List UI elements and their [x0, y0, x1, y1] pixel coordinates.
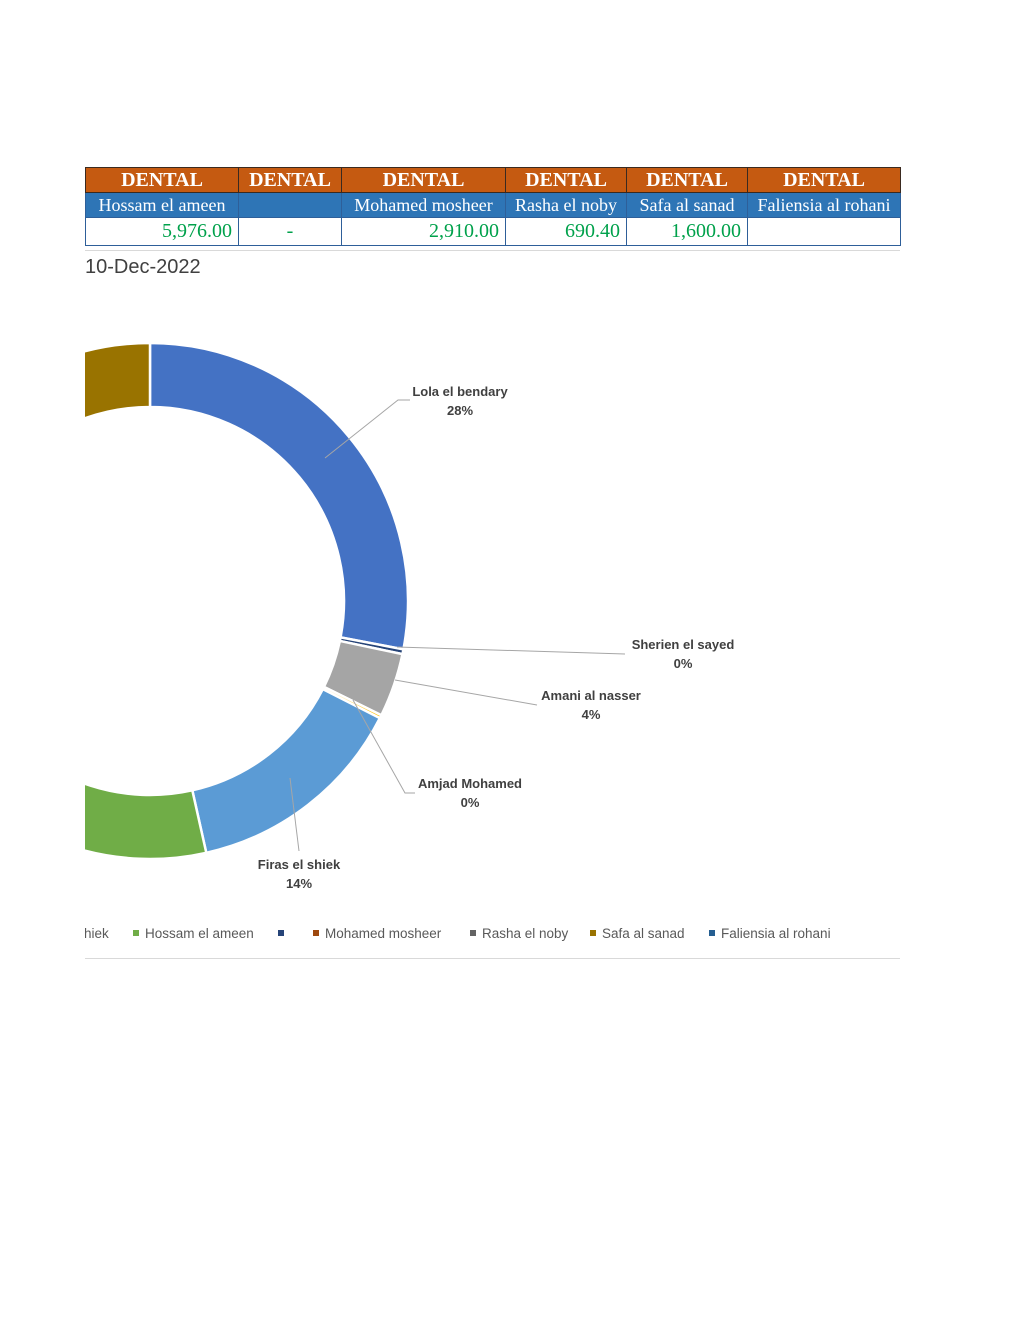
table-names-row: Hossam el ameen Mohamed mosheer Rasha el…	[85, 192, 901, 218]
legend-swatch	[278, 930, 284, 937]
summary-table: DENTAL DENTAL DENTAL DENTAL DENTAL DENTA…	[85, 167, 901, 246]
slice-safa-al-sanad[interactable]	[85, 341, 152, 423]
data-label-percent: 0%	[461, 795, 480, 810]
chart-top-border	[85, 250, 900, 251]
legend-swatch	[313, 930, 319, 937]
header-cell[interactable]: DENTAL	[85, 167, 239, 193]
legend-item[interactable]: Mohamed mosheer	[313, 926, 441, 941]
header-cell[interactable]: DENTAL	[505, 167, 627, 193]
leader-line-amani-al-nasser	[394, 679, 538, 706]
value-cell[interactable]: 690.40	[505, 217, 627, 246]
data-label-percent: 14%	[286, 876, 312, 891]
legend-swatch	[470, 930, 476, 937]
data-label-percent: 0%	[674, 656, 693, 671]
donut-chart[interactable]: Lola el bendary 28% Sherien el sayed 0% Aman…	[85, 250, 900, 958]
name-cell[interactable]: Faliensia al rohani	[747, 192, 901, 218]
data-label-name: Lola el bendary	[412, 384, 508, 399]
leader-line-amjad-mohamed	[352, 699, 415, 794]
legend-swatch	[133, 930, 139, 937]
leader-line-sherien-el-sayed	[396, 646, 626, 655]
legend-swatch	[709, 930, 715, 937]
legend-label: Rasha el noby	[482, 926, 569, 941]
data-label-name: Amani al nasser	[541, 688, 641, 703]
chart-bottom-border	[85, 958, 900, 959]
legend-item[interactable]: Rasha el noby	[470, 926, 568, 941]
legend-swatch	[590, 930, 596, 937]
name-cell[interactable]	[238, 192, 342, 218]
data-label-name: Firas el shiek	[258, 857, 341, 872]
value-cell[interactable]: 5,976.00	[85, 217, 239, 246]
name-cell[interactable]: Safa al sanad	[626, 192, 748, 218]
legend-label: Faliensia al rohani	[721, 926, 831, 941]
slice-lola-el-bendary[interactable]	[148, 341, 410, 651]
header-cell[interactable]: DENTAL	[341, 167, 506, 193]
name-cell[interactable]: Hossam el ameen	[85, 192, 239, 218]
legend-label: Hossam el ameen	[145, 926, 254, 941]
leader-line-lola-el-bendary	[324, 399, 410, 459]
data-label-name: Amjad Mohamed	[418, 776, 522, 791]
legend-label: Safa al sanad	[602, 926, 685, 941]
report-date: 10-Dec-2022	[85, 256, 201, 278]
legend-label: hiek	[85, 926, 109, 941]
legend-item[interactable]: hiek	[85, 926, 109, 941]
donut-chart-area[interactable]: Lola el bendary 28% Sherien el sayed 0% Aman…	[85, 250, 900, 960]
legend-item[interactable]: Faliensia al rohani	[709, 926, 831, 941]
legend-item[interactable]	[278, 926, 290, 941]
leader-line-firas-el-shiek	[289, 777, 300, 852]
data-label-name: Sherien el sayed	[632, 637, 735, 652]
name-cell[interactable]: Rasha el noby	[505, 192, 627, 218]
slice-hossam-el-ameen[interactable]	[85, 730, 208, 861]
legend-item[interactable]: Safa al sanad	[590, 926, 685, 941]
header-cell[interactable]: DENTAL	[626, 167, 748, 193]
value-cell[interactable]: -	[238, 217, 342, 246]
header-cell[interactable]: DENTAL	[747, 167, 901, 193]
value-cell[interactable]	[747, 217, 901, 246]
value-cell[interactable]: 2,910.00	[341, 217, 506, 246]
legend-item[interactable]: Hossam el ameen	[133, 926, 254, 941]
data-label-percent: 28%	[447, 403, 473, 418]
data-label-percent: 4%	[582, 707, 601, 722]
slice-firas-el-shiek[interactable]	[190, 687, 382, 855]
table-values-row: 5,976.00 - 2,910.00 690.40 1,600.00	[85, 217, 901, 246]
table-header-row: DENTAL DENTAL DENTAL DENTAL DENTAL DENTA…	[85, 167, 901, 193]
legend-label: Mohamed mosheer	[325, 926, 442, 941]
name-cell[interactable]: Mohamed mosheer	[341, 192, 506, 218]
header-cell[interactable]: DENTAL	[238, 167, 342, 193]
value-cell[interactable]: 1,600.00	[626, 217, 748, 246]
